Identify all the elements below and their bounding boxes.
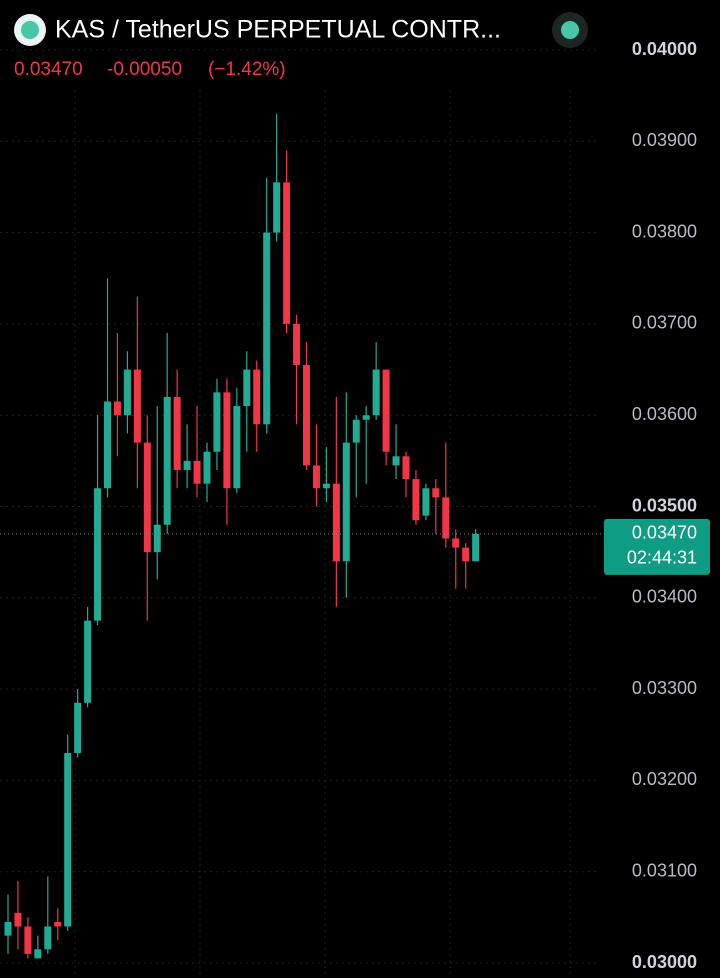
y-tick-label: 0.04000: [632, 39, 697, 59]
candle-body: [34, 949, 42, 959]
y-tick-label: 0.03100: [632, 860, 697, 880]
candle-body: [213, 392, 221, 452]
candle-body: [143, 442, 151, 553]
candle-body: [94, 488, 102, 621]
candle-body: [153, 524, 161, 553]
last-price: 0.03470: [14, 59, 83, 80]
candle-body: [44, 926, 52, 950]
candle-body: [203, 451, 211, 484]
coin-logo-inner: [21, 21, 39, 39]
candle-body: [442, 497, 450, 539]
candle-body: [24, 926, 32, 954]
y-tick-label: 0.03900: [632, 130, 697, 150]
candle-body: [14, 912, 22, 927]
candle-body: [84, 620, 92, 703]
y-tick-label: 0.03800: [632, 221, 697, 241]
candle-body: [392, 456, 400, 466]
y-tick-label: 0.03700: [632, 313, 697, 333]
candle-body: [4, 921, 12, 936]
candle-body: [462, 547, 470, 562]
candle-body: [193, 460, 201, 484]
candle-body: [303, 364, 310, 466]
candle-body: [362, 415, 370, 420]
candle-body: [452, 538, 460, 548]
y-tick-label: 0.03400: [632, 587, 697, 607]
candle-body: [133, 369, 141, 443]
candle-body: [273, 182, 281, 233]
y-tick-label: 0.03000: [632, 952, 697, 972]
y-tick-label: 0.03300: [632, 678, 697, 698]
candle-body: [332, 483, 340, 562]
candle-body: [163, 396, 171, 525]
candle-body: [352, 419, 360, 443]
candle-body: [402, 456, 410, 480]
candle-body: [54, 921, 62, 927]
candle-body: [382, 369, 390, 452]
candle-body: [253, 369, 261, 425]
candle-body: [263, 232, 271, 425]
candle-body: [472, 533, 480, 562]
candle-body: [322, 483, 330, 489]
status-dot: [561, 21, 579, 39]
price-tag: [604, 518, 710, 575]
candle-body: [74, 702, 82, 754]
candle-body: [283, 182, 291, 324]
candle-body: [113, 401, 121, 416]
candle-body: [412, 479, 420, 521]
candle-body: [123, 369, 131, 416]
candle-body: [233, 406, 241, 489]
price-tag-label: 0.03470: [632, 523, 697, 543]
candle-body: [342, 442, 350, 562]
candle-body: [173, 396, 181, 470]
candle-body: [104, 401, 111, 489]
plot: [0, 49, 600, 964]
price-change: -0.00050: [107, 59, 182, 80]
candle-body: [223, 392, 231, 489]
countdown: 02:44:31: [627, 548, 697, 568]
price-change-pct: (−1.42%): [208, 59, 286, 80]
y-tick-label: 0.03200: [632, 769, 697, 789]
chart-title: KAS / TetherUS PERPETUAL CONTR...: [55, 16, 501, 44]
candle-body: [432, 488, 440, 498]
candle-body: [372, 369, 380, 416]
candle-body: [64, 753, 72, 927]
candle-body: [422, 488, 430, 516]
y-tick-label: 0.03600: [632, 404, 697, 424]
candle-body: [243, 369, 251, 407]
candle-body: [312, 465, 320, 489]
y-tick-label: 0.03500: [632, 495, 697, 515]
candle-body: [293, 323, 301, 365]
candle-body: [183, 460, 191, 470]
